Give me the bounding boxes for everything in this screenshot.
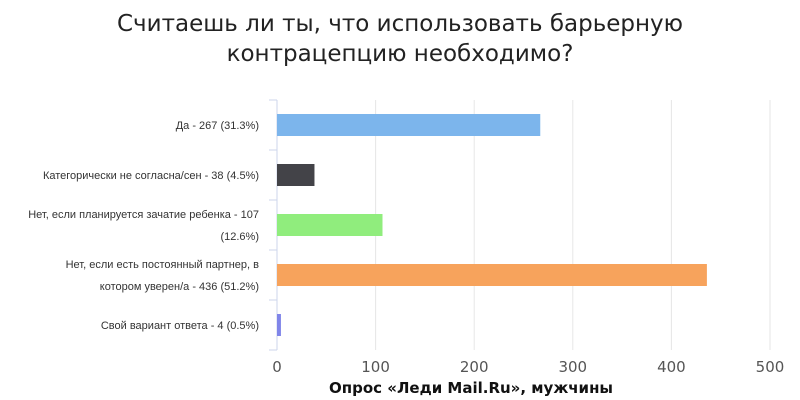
bar-2: [277, 214, 383, 236]
bar-0: [277, 114, 541, 136]
x-tick-label-0: 0: [272, 358, 282, 376]
x-tick-label-3: 300: [558, 358, 587, 376]
x-tick-label-2: 200: [460, 358, 489, 376]
category-label-2-0: Нет, если планируется зачатие ребенка - …: [28, 209, 259, 221]
category-label-1-0: Категорически не согласна/сен - 38 (4.5%…: [43, 170, 259, 182]
bar-1: [277, 164, 315, 186]
x-tick-label-5: 500: [756, 358, 785, 376]
bar-3: [277, 264, 707, 286]
x-axis-title: Опрос «Леди Mail.Ru», мужчины: [329, 379, 613, 397]
bar-4: [277, 314, 281, 336]
chart-title-line-2: контрацепцию необходимо?: [227, 41, 574, 67]
category-label-2-1: (12.6%): [220, 231, 259, 243]
category-labels: Да - 267 (31.3%) Категорически не согласн…: [28, 120, 259, 332]
x-tick-label-1: 100: [361, 358, 390, 376]
category-label-3-1: котором уверен/а - 436 (51.2%): [100, 281, 259, 293]
x-axis-ticks: 0 100 200 300 400 500: [272, 358, 784, 376]
x-tick-label-4: 400: [657, 358, 686, 376]
category-label-0-0: Да - 267 (31.3%): [176, 120, 259, 132]
bars: [277, 114, 707, 336]
chart-title-line-1: Считаешь ли ты, что использовать барьерн…: [117, 11, 683, 37]
category-label-4-0: Свой вариант ответа - 4 (0.5%): [101, 320, 259, 332]
category-label-3-0: Нет, если есть постоянный партнер, в: [66, 259, 260, 271]
